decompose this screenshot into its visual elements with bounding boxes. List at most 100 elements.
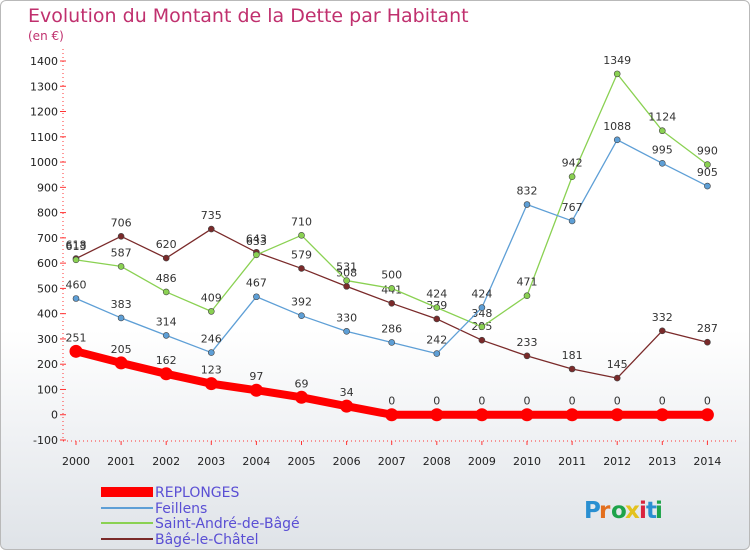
series-point-0 bbox=[700, 408, 714, 422]
data-label-1: 314 bbox=[156, 315, 177, 328]
series-point-1 bbox=[72, 295, 80, 302]
data-label-2: 942 bbox=[562, 157, 583, 170]
series-point-2 bbox=[208, 308, 215, 315]
data-label-1: 832 bbox=[517, 185, 538, 198]
series-point-1 bbox=[523, 201, 531, 208]
series-point-2 bbox=[388, 285, 396, 292]
y-tick-label: 1100 bbox=[30, 131, 58, 144]
legend-swatch-2 bbox=[101, 522, 153, 524]
data-label-2: 1349 bbox=[603, 54, 631, 67]
data-label-0: 251 bbox=[66, 331, 87, 344]
series-point-0 bbox=[340, 399, 354, 413]
data-label-0: 69 bbox=[295, 377, 309, 390]
series-point-1 bbox=[388, 339, 396, 346]
data-label-3: 706 bbox=[111, 216, 132, 229]
data-label-3: 735 bbox=[201, 209, 222, 222]
series-point-0 bbox=[565, 408, 579, 422]
x-tick-label: 2011 bbox=[558, 455, 586, 468]
data-label-0: 0 bbox=[569, 395, 576, 408]
x-tick-label: 2001 bbox=[107, 455, 135, 468]
data-label-1: 286 bbox=[381, 322, 402, 335]
series-point-0 bbox=[385, 408, 399, 422]
series-point-3 bbox=[298, 265, 305, 272]
x-tick-label: 2002 bbox=[152, 455, 180, 468]
y-tick-label: 700 bbox=[37, 232, 58, 245]
logo-letter: r bbox=[599, 498, 611, 524]
data-label-2: 486 bbox=[156, 272, 177, 285]
data-label-1: 392 bbox=[291, 296, 312, 309]
series-point-1 bbox=[568, 217, 576, 225]
y-tick-label: 400 bbox=[37, 308, 58, 321]
series-point-2 bbox=[613, 70, 621, 78]
series-point-0 bbox=[114, 356, 128, 370]
series-point-1 bbox=[253, 293, 260, 301]
data-label-2: 613 bbox=[66, 240, 87, 253]
data-label-2: 710 bbox=[291, 215, 312, 228]
series-point-0 bbox=[655, 408, 669, 422]
series-point-0 bbox=[249, 383, 263, 397]
data-label-1: 767 bbox=[562, 201, 583, 214]
logo-letter: o bbox=[611, 498, 627, 524]
series-point-3 bbox=[478, 336, 486, 344]
x-tick-label: 2010 bbox=[513, 455, 541, 468]
series-point-0 bbox=[69, 344, 83, 358]
series-point-3 bbox=[117, 233, 125, 240]
data-label-2: 471 bbox=[517, 276, 538, 289]
x-tick-label: 2007 bbox=[378, 455, 406, 468]
y-tick-label: 300 bbox=[37, 333, 58, 346]
logo-letter: P bbox=[584, 498, 601, 524]
series-point-1 bbox=[433, 350, 441, 357]
data-label-3: 145 bbox=[607, 358, 628, 371]
legend-label-1: Feillens bbox=[155, 501, 207, 517]
y-tick-label: 500 bbox=[37, 282, 58, 295]
x-tick-label: 2000 bbox=[62, 455, 90, 468]
series-point-2 bbox=[478, 323, 486, 331]
series-point-2 bbox=[343, 277, 350, 284]
series-point-3 bbox=[343, 283, 350, 290]
logo-letter: t bbox=[646, 498, 657, 524]
x-tick-label: 2004 bbox=[242, 455, 270, 468]
data-label-0: 97 bbox=[249, 370, 263, 383]
x-tick-label: 2008 bbox=[423, 455, 451, 468]
data-label-3: 620 bbox=[156, 238, 177, 251]
logo-letter: x bbox=[625, 498, 640, 524]
x-tick-label: 2014 bbox=[693, 455, 721, 468]
series-point-2 bbox=[433, 304, 441, 311]
series-point-1 bbox=[613, 136, 621, 144]
data-label-0: 0 bbox=[614, 395, 621, 408]
data-label-2: 409 bbox=[201, 291, 222, 304]
series-point-1 bbox=[162, 332, 170, 339]
data-label-0: 0 bbox=[388, 395, 395, 408]
data-label-1: 995 bbox=[652, 143, 673, 156]
data-label-1: 246 bbox=[201, 333, 222, 346]
series-point-2 bbox=[253, 251, 260, 259]
x-tick-label: 2006 bbox=[333, 455, 361, 468]
series-point-1 bbox=[208, 349, 215, 356]
data-label-2: 500 bbox=[381, 268, 402, 281]
series-point-1 bbox=[658, 160, 666, 167]
data-label-1: 1088 bbox=[603, 120, 631, 133]
data-label-3: 579 bbox=[291, 248, 312, 261]
legend-swatch-3 bbox=[101, 538, 153, 540]
data-label-3: 332 bbox=[652, 311, 673, 324]
series-point-0 bbox=[610, 408, 624, 422]
series-point-2 bbox=[704, 161, 711, 168]
series-point-1 bbox=[298, 312, 305, 319]
y-tick-label: -100 bbox=[33, 434, 58, 447]
data-label-2: 531 bbox=[336, 261, 357, 274]
data-label-0: 162 bbox=[156, 354, 177, 367]
series-point-2 bbox=[568, 173, 576, 181]
series-point-2 bbox=[117, 263, 125, 270]
data-label-2: 1124 bbox=[648, 111, 676, 124]
data-label-1: 383 bbox=[111, 298, 132, 311]
data-label-0: 123 bbox=[201, 364, 222, 377]
data-label-3: 643 bbox=[246, 232, 267, 245]
series-point-0 bbox=[295, 390, 308, 404]
data-label-1: 424 bbox=[471, 288, 492, 301]
data-label-0: 34 bbox=[340, 386, 354, 399]
series-point-2 bbox=[298, 232, 305, 239]
series-point-3 bbox=[704, 338, 711, 346]
data-label-1: 467 bbox=[246, 277, 267, 290]
